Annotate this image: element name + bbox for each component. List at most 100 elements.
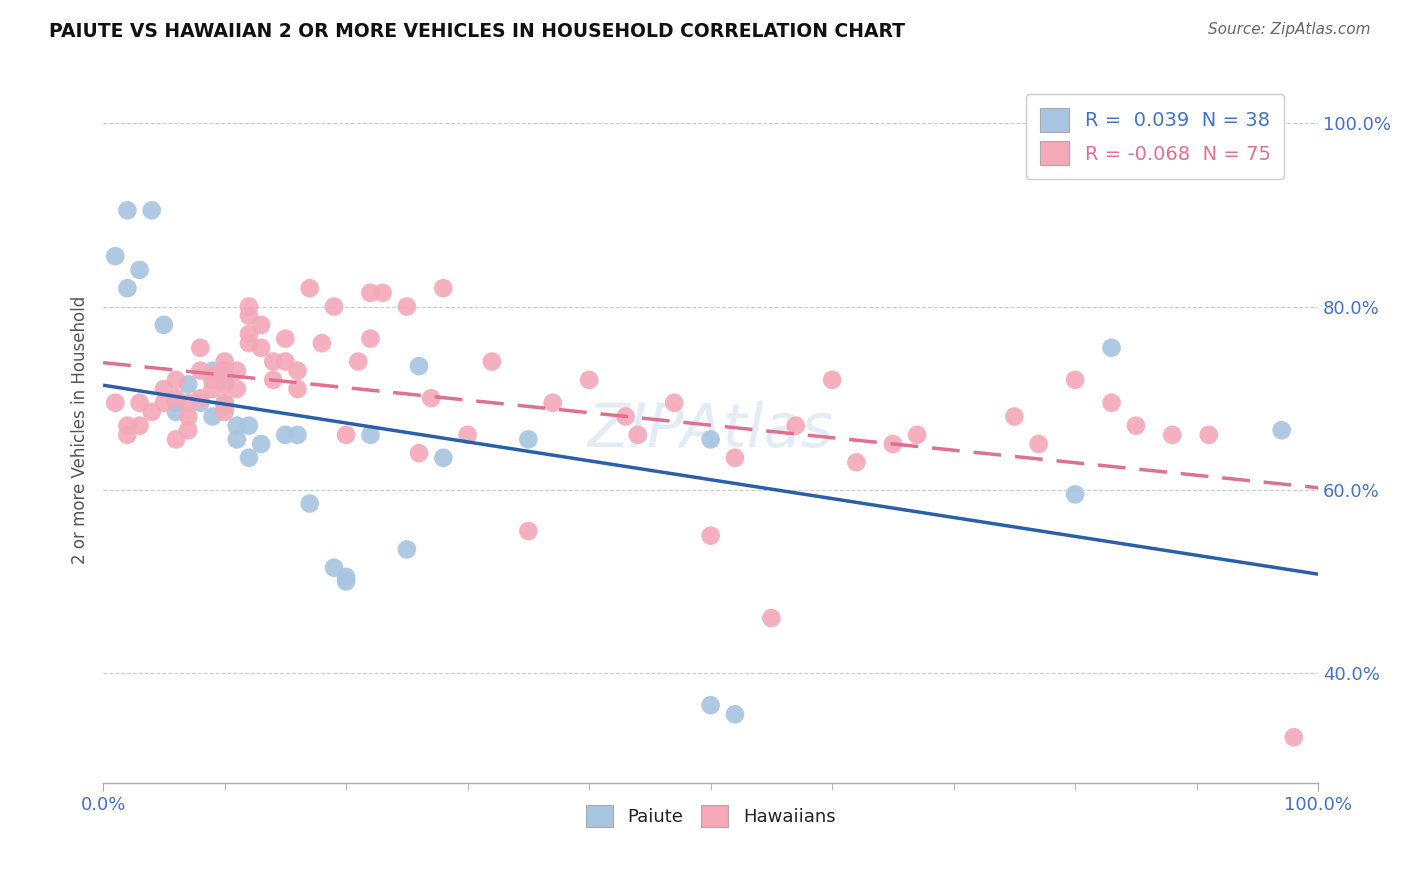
Point xyxy=(104,396,127,410)
Point xyxy=(432,281,454,295)
Point xyxy=(274,427,297,442)
Point xyxy=(287,427,309,442)
Point xyxy=(298,497,321,511)
Point xyxy=(761,611,783,625)
Text: ZIPAtlas: ZIPAtlas xyxy=(588,401,834,459)
Y-axis label: 2 or more Vehicles in Household: 2 or more Vehicles in Household xyxy=(72,296,89,565)
Point xyxy=(699,528,721,542)
Point xyxy=(201,382,224,396)
Point xyxy=(1198,427,1220,442)
Point xyxy=(153,382,176,396)
Point xyxy=(371,285,394,300)
Point xyxy=(311,336,333,351)
Point xyxy=(177,409,200,424)
Point xyxy=(287,382,309,396)
Point xyxy=(262,354,284,368)
Point xyxy=(238,300,260,314)
Point xyxy=(201,409,224,424)
Point xyxy=(274,354,297,368)
Point xyxy=(141,405,163,419)
Point xyxy=(1271,423,1294,437)
Point xyxy=(250,437,273,451)
Point xyxy=(238,418,260,433)
Point xyxy=(238,450,260,465)
Point xyxy=(627,427,650,442)
Point xyxy=(359,332,381,346)
Point xyxy=(1125,418,1147,433)
Point xyxy=(845,455,868,469)
Point xyxy=(335,574,357,589)
Point xyxy=(347,354,370,368)
Point xyxy=(165,433,187,447)
Point xyxy=(238,326,260,341)
Point xyxy=(323,560,346,574)
Point xyxy=(408,446,430,460)
Point xyxy=(699,433,721,447)
Point xyxy=(274,332,297,346)
Point xyxy=(395,542,418,557)
Point xyxy=(238,336,260,351)
Point xyxy=(188,341,211,355)
Point xyxy=(214,377,236,392)
Point xyxy=(1282,730,1305,744)
Point xyxy=(177,423,200,437)
Point xyxy=(117,203,139,218)
Point xyxy=(420,391,443,405)
Point xyxy=(724,450,747,465)
Point xyxy=(1064,487,1087,501)
Point xyxy=(614,409,637,424)
Legend: Paiute, Hawaiians: Paiute, Hawaiians xyxy=(579,797,842,834)
Point xyxy=(188,364,211,378)
Point xyxy=(359,285,381,300)
Point xyxy=(201,368,224,383)
Point xyxy=(141,203,163,218)
Point xyxy=(432,450,454,465)
Point xyxy=(165,373,187,387)
Point xyxy=(201,364,224,378)
Point xyxy=(517,433,540,447)
Point xyxy=(724,707,747,722)
Point xyxy=(214,373,236,387)
Point xyxy=(298,281,321,295)
Point xyxy=(481,354,503,368)
Point xyxy=(177,377,200,392)
Point xyxy=(165,405,187,419)
Point xyxy=(457,427,479,442)
Point xyxy=(128,418,150,433)
Point xyxy=(785,418,807,433)
Point xyxy=(517,524,540,538)
Point xyxy=(214,401,236,415)
Point xyxy=(104,249,127,263)
Point xyxy=(153,396,176,410)
Point xyxy=(1161,427,1184,442)
Point xyxy=(541,396,564,410)
Point xyxy=(262,373,284,387)
Text: PAIUTE VS HAWAIIAN 2 OR MORE VEHICLES IN HOUSEHOLD CORRELATION CHART: PAIUTE VS HAWAIIAN 2 OR MORE VEHICLES IN… xyxy=(49,22,905,41)
Point xyxy=(177,396,200,410)
Point xyxy=(225,364,247,378)
Point xyxy=(395,300,418,314)
Point xyxy=(287,364,309,378)
Point xyxy=(201,373,224,387)
Point xyxy=(1101,396,1123,410)
Point xyxy=(699,698,721,713)
Point xyxy=(225,433,247,447)
Point xyxy=(323,300,346,314)
Point xyxy=(250,318,273,332)
Text: Source: ZipAtlas.com: Source: ZipAtlas.com xyxy=(1208,22,1371,37)
Point xyxy=(664,396,686,410)
Point xyxy=(128,263,150,277)
Point xyxy=(408,359,430,373)
Point xyxy=(117,427,139,442)
Point xyxy=(905,427,928,442)
Point xyxy=(188,396,211,410)
Point xyxy=(165,396,187,410)
Point xyxy=(214,364,236,378)
Point xyxy=(238,309,260,323)
Point xyxy=(214,396,236,410)
Point xyxy=(1064,373,1087,387)
Point xyxy=(1028,437,1050,451)
Point xyxy=(214,364,236,378)
Point xyxy=(214,396,236,410)
Point xyxy=(359,427,381,442)
